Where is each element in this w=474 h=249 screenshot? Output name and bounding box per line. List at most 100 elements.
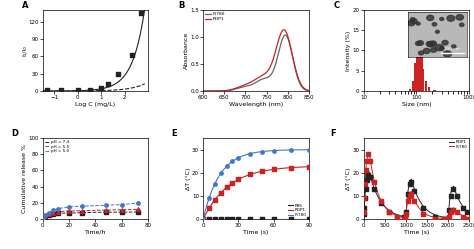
Bar (419, 36, 421, 91)
Point (402, 212, 410, 216)
Line: IR780: IR780 (203, 150, 309, 219)
Point (228, 159, 236, 163)
Point (205, 206, 213, 210)
Point (46, 212, 53, 216)
Point (377, 201, 384, 205)
Point (449, 187, 456, 191)
IR780 (248, 83, 254, 86)
Text: A: A (21, 1, 28, 10)
Point (445, 208, 453, 212)
Line: IR780: IR780 (203, 35, 309, 91)
pH = 5.0 (126, 202, 132, 205)
Point (258, 169, 265, 173)
Point (404, 199, 412, 203)
Text: E: E (172, 129, 177, 138)
pH = 5.0 (96, 204, 102, 207)
Point (443, 217, 450, 221)
Point (377, 199, 384, 203)
pH = 5.0 (120, 203, 126, 206)
Point (406, 182, 413, 186)
RDP1 (366, 171, 372, 174)
IR780 (250, 151, 256, 154)
IR780 (385, 209, 391, 212)
Point (459, 215, 467, 219)
RDP1 (280, 29, 285, 32)
IR780 (201, 218, 206, 221)
Text: F: F (330, 129, 336, 138)
IR780 (361, 218, 366, 221)
Point (404, 192, 412, 196)
Point (394, 215, 401, 219)
pH = 5.5 (135, 208, 140, 211)
Point (410, 189, 418, 193)
Y-axis label: Cumulative release %: Cumulative release % (22, 144, 27, 213)
RDP1 (386, 209, 392, 212)
Point (287, 148, 295, 152)
Point (235, 178, 242, 182)
IR780 (386, 210, 392, 213)
Point (134, 201, 141, 205)
Point (453, 210, 460, 214)
pH = 7.4 (135, 210, 140, 213)
PBS (303, 217, 309, 220)
Legend: RDP1, IR780: RDP1, IR780 (448, 140, 467, 149)
PBS (250, 217, 256, 220)
X-axis label: Time (s): Time (s) (404, 230, 429, 235)
Y-axis label: ΔT (°C): ΔT (°C) (346, 167, 351, 190)
Point (401, 217, 408, 221)
Point (42, 214, 49, 218)
pH = 5.5 (98, 209, 104, 212)
IR780 (219, 89, 225, 92)
Point (445, 215, 453, 219)
PBS (287, 217, 292, 220)
Point (49, 208, 57, 212)
Bar (414, 63, 416, 91)
RDP1 (466, 211, 472, 214)
Point (42, 213, 49, 217)
Y-axis label: I₁/I₀: I₁/I₀ (22, 45, 27, 56)
Bar (428, 87, 430, 91)
IR780 (201, 90, 206, 93)
Legend: pH = 7.4, pH = 5.5, pH = 5.0: pH = 7.4, pH = 5.5, pH = 5.0 (45, 140, 70, 153)
pH = 5.0 (40, 217, 46, 220)
pH = 7.4 (98, 211, 104, 214)
Point (44, 88, 51, 92)
Point (401, 217, 409, 221)
RDP1 (306, 165, 311, 168)
Point (432, 217, 439, 221)
Point (223, 164, 230, 168)
RDP1 (287, 166, 292, 169)
Point (361, 205, 368, 209)
RDP1 (271, 56, 276, 59)
Bar (409, 89, 411, 91)
IR780 (466, 216, 472, 219)
Legend: PBS, RDP1, IR780: PBS, RDP1, IR780 (288, 204, 307, 217)
X-axis label: Time/h: Time/h (85, 230, 106, 235)
Point (401, 215, 408, 219)
IR780 (283, 33, 288, 36)
Point (223, 185, 230, 189)
Point (235, 217, 242, 221)
Bar (420, 53, 423, 91)
Point (118, 202, 126, 206)
Point (402, 210, 410, 214)
IR780 (251, 151, 257, 154)
Point (464, 217, 471, 221)
Point (305, 165, 312, 169)
Point (65, 209, 73, 213)
Point (55, 210, 62, 214)
Point (361, 182, 369, 186)
Point (217, 172, 225, 176)
pH = 7.4 (126, 211, 132, 214)
Point (444, 217, 452, 221)
Point (46, 211, 53, 215)
PBS (251, 217, 257, 220)
Y-axis label: Intensity (%): Intensity (%) (346, 30, 351, 71)
Point (49, 211, 57, 215)
Text: D: D (11, 129, 18, 138)
Point (223, 217, 230, 221)
Point (137, 11, 145, 15)
RDP1 (408, 178, 414, 181)
Y-axis label: ΔT (°C): ΔT (°C) (186, 167, 191, 190)
Point (270, 149, 277, 153)
